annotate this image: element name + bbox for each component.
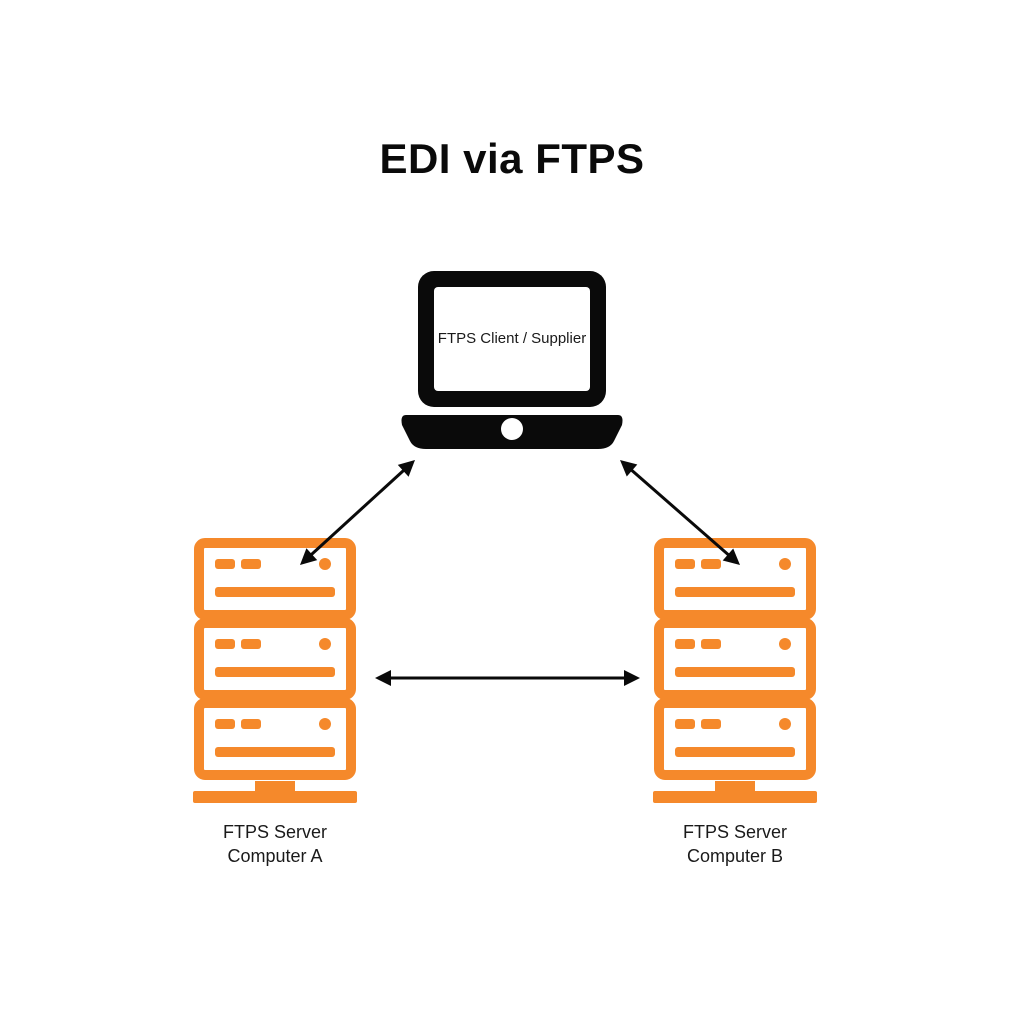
laptop-icon (400, 265, 624, 455)
laptop-label: FTPS Client / Supplier (420, 330, 604, 347)
server-a-label-line1: FTPS Server (223, 822, 327, 842)
diagram-title: EDI via FTPS (0, 135, 1024, 183)
server-a-icon (185, 535, 365, 805)
server-b-label-line1: FTPS Server (683, 822, 787, 842)
diagram-canvas: EDI via FTPS FTPS Client / Supplier FTPS… (0, 0, 1024, 1024)
server-b-label: FTPS Server Computer B (645, 820, 825, 869)
server-b-icon (645, 535, 825, 805)
server-b-label-line2: Computer B (687, 846, 783, 866)
server-a-label-line2: Computer A (227, 846, 322, 866)
server-a-label: FTPS Server Computer A (185, 820, 365, 869)
